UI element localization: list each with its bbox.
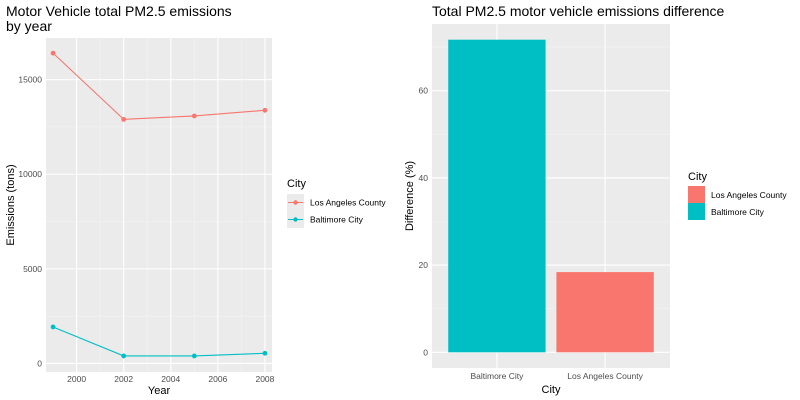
y-tick-label: 20	[419, 260, 429, 270]
bar-chart-x-axis-title: City	[542, 384, 561, 396]
x-tick-label: 2006	[208, 374, 227, 384]
y-tick-label: 0	[37, 358, 42, 368]
line-chart-x-axis-title: Year	[148, 385, 171, 397]
legend-key-point-baltimore	[293, 217, 298, 222]
legend-key-los-angeles	[688, 186, 705, 203]
data-point-baltimore-city	[121, 353, 127, 359]
legend-title: City	[688, 171, 707, 183]
x-tick-label: 2000	[67, 374, 86, 384]
bar-chart: Total PM2.5 motor vehicle emissions diff…	[404, 3, 787, 396]
y-tick-label: 40	[419, 173, 429, 183]
bar-chart-legend: City Los Angeles County Baltimore City	[688, 171, 787, 220]
legend-label-baltimore: Baltimore City	[310, 215, 364, 225]
y-tick-label: 0	[423, 347, 428, 357]
series-line-los-angeles-county	[52, 52, 265, 120]
series-line-baltimore-city	[52, 326, 265, 357]
y-tick-label: 5000	[23, 264, 42, 274]
data-point-los-angeles-county	[191, 113, 197, 119]
line-chart-y-tick-labels: 0 5000 10000 15000	[18, 75, 42, 369]
bar-chart-x-tick-labels: Baltimore City Los Angeles County	[470, 371, 643, 381]
line-chart-gridlines	[46, 38, 272, 372]
legend-key-point-los-angeles	[293, 200, 298, 205]
line-chart-series-lines	[52, 52, 265, 357]
bar-chart-y-tick-labels: 0 20 40 60	[419, 86, 429, 358]
x-tick-label: 2008	[255, 374, 274, 384]
x-tick-label: 2004	[161, 374, 180, 384]
legend-label-los-angeles: Los Angeles County	[711, 190, 787, 200]
y-tick-label: 15000	[18, 75, 42, 85]
legend-label-baltimore: Baltimore City	[711, 207, 765, 217]
x-tick-label: Baltimore City	[470, 371, 524, 381]
data-point-baltimore-city	[50, 324, 56, 330]
line-chart: Motor Vehicle total PM2.5 emissions by y…	[5, 3, 386, 397]
line-chart-x-tick-labels: 2000 2002 2004 2006 2008	[67, 374, 275, 384]
bar-baltimore-city	[448, 39, 546, 353]
bar-chart-bars	[448, 39, 654, 353]
legend-key-baltimore	[688, 203, 705, 220]
x-tick-label: 2002	[114, 374, 133, 384]
data-point-baltimore-city	[191, 353, 197, 359]
bar-chart-title: Total PM2.5 motor vehicle emissions diff…	[432, 3, 725, 19]
x-tick-label: Los Angeles County	[567, 371, 643, 381]
data-point-los-angeles-county	[50, 50, 56, 56]
bar-los-angeles-county	[556, 272, 654, 353]
line-chart-y-axis-title: Emissions (tons)	[5, 164, 17, 245]
y-tick-label: 60	[419, 86, 429, 96]
line-chart-panel	[46, 38, 272, 372]
data-point-los-angeles-county	[262, 107, 268, 113]
y-tick-label: 10000	[18, 169, 42, 179]
legend-label-los-angeles: Los Angeles County	[310, 198, 386, 208]
line-chart-title-line2: by year	[6, 18, 52, 34]
bar-chart-y-axis-title: Difference (%)	[404, 161, 416, 231]
line-chart-legend: City Los Angeles County Baltimore City	[287, 178, 386, 228]
data-point-baltimore-city	[262, 350, 268, 356]
legend-title: City	[287, 178, 306, 190]
data-point-los-angeles-county	[121, 116, 127, 122]
line-chart-points	[50, 50, 268, 359]
line-chart-title-line1: Motor Vehicle total PM2.5 emissions	[6, 3, 232, 19]
